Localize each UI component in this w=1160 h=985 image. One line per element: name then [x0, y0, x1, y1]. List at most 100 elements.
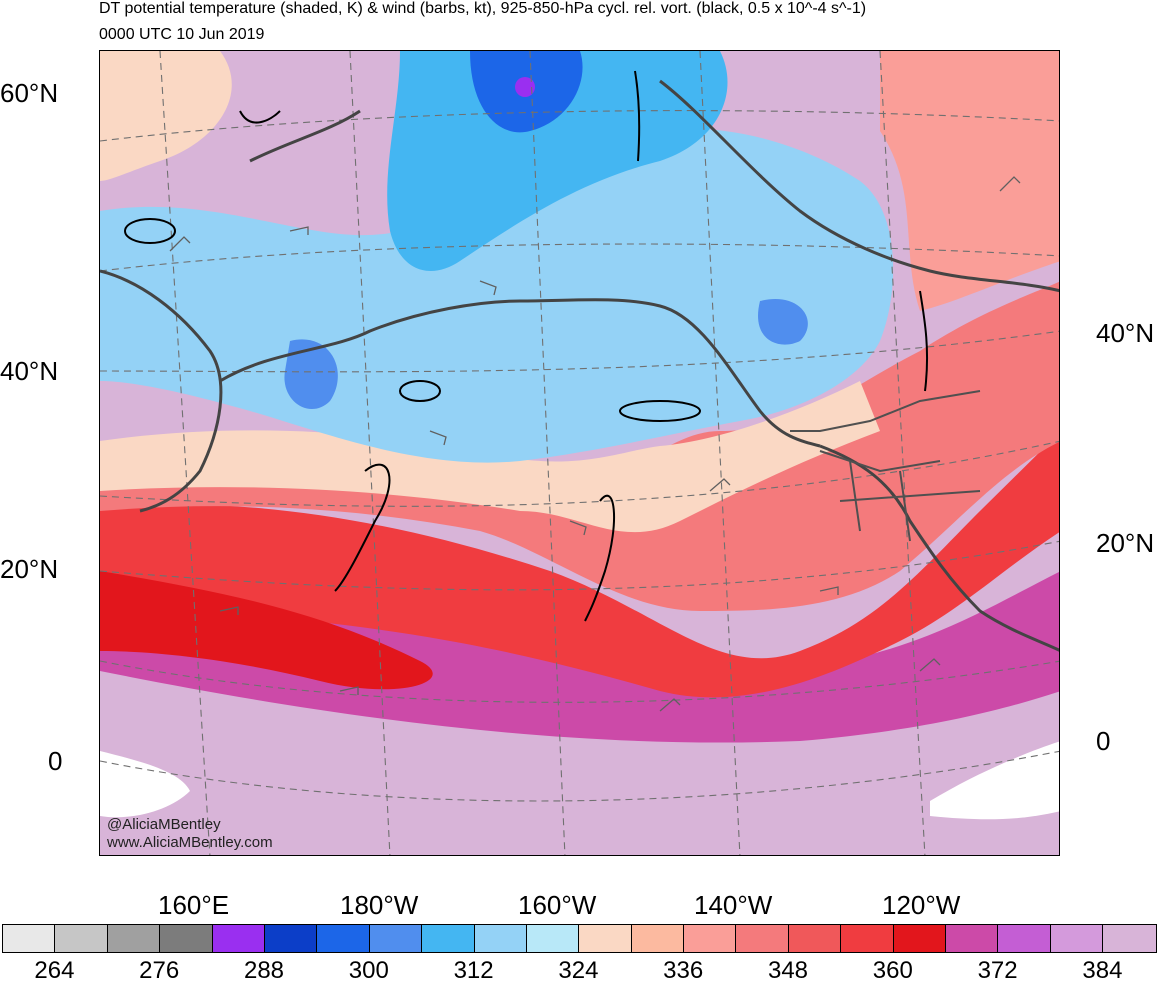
colorbar-swatch: [579, 925, 632, 952]
field-salmon-band: [100, 281, 1059, 611]
wind-barb-10: [479, 280, 497, 296]
colorbar-swatch: [1103, 925, 1156, 952]
wind-barb-5: [709, 478, 731, 492]
lat-label-left-60n: 60°N: [0, 78, 59, 108]
field-blue-pool-2: [758, 299, 808, 345]
colorbar-swatch: [684, 925, 737, 952]
lon-label-120w: 120°W: [882, 890, 961, 920]
vorticity-contours: [124, 70, 929, 622]
colorbar-swatch: [264, 925, 318, 952]
colorbar-tick-label: 348: [767, 957, 809, 984]
coastline-alaska-aleutians: [219, 298, 821, 448]
lat-label-right-40n: 40°N: [1096, 318, 1155, 348]
vort-contour-4: [634, 70, 641, 162]
wind-barb-12: [919, 658, 941, 672]
wind-barb-8: [339, 686, 359, 695]
graticule-parallel-40: [100, 330, 1059, 373]
colorbar-tick-label: 288: [243, 957, 285, 984]
colorbar-swatch: [474, 925, 527, 952]
field-blue-pool: [284, 339, 338, 410]
colorbar-swatch: [317, 925, 370, 952]
border-us-states: [819, 450, 981, 542]
graticule-meridian-160w: [529, 51, 566, 855]
colorbar-swatch: [526, 925, 580, 952]
lon-label-180w: 180°W: [340, 890, 419, 920]
colorbar-swatch: [160, 925, 213, 952]
colorbar-swatch: [736, 925, 789, 952]
chart-title: DT potential temperature (shaded, K) & w…: [99, 0, 867, 17]
colorbar-swatch: [631, 925, 685, 952]
field-mid-blue: [387, 51, 728, 271]
valid-time-label: 0000 UTC 10 Jun 2019: [99, 26, 265, 43]
wind-barb-4: [569, 520, 587, 536]
graticule-parallel-30: [100, 440, 1059, 507]
vort-contour-2: [584, 494, 615, 622]
coastlines: [100, 79, 1059, 652]
wind-barb-3: [429, 430, 447, 446]
colorbar-tick-label: 264: [34, 957, 75, 984]
colorbar-tick-label: 324: [558, 957, 599, 984]
colorbar-tick-label: 360: [872, 957, 913, 984]
wind-barb-1: [169, 236, 191, 252]
wind-barb-7: [999, 176, 1021, 192]
colorbar-swatch: [946, 925, 999, 952]
vort-contour-7: [619, 400, 701, 422]
lat-label-left-40n: 40°N: [0, 356, 59, 386]
field-darkred-patches: [100, 571, 433, 690]
colorbar-tick-label: 372: [977, 957, 1018, 984]
colorbar-swatch: [422, 925, 475, 952]
coastline-islands: [249, 109, 361, 163]
graticule-meridian-160e: [159, 51, 211, 855]
graticule-parallel-50: [100, 243, 1059, 272]
colorbar-swatch: [841, 925, 894, 952]
wind-barb-11: [219, 606, 239, 615]
colorbar-swatch: [893, 925, 947, 952]
graticule-meridian-180: [349, 51, 391, 855]
colorbar: [2, 924, 1157, 953]
graticule: [100, 51, 1059, 855]
lon-label-160w: 160°W: [518, 890, 597, 920]
colorbar-swatch: [55, 925, 108, 952]
graticule-parallel-0: [100, 750, 1059, 802]
field-salmon-topright: [880, 51, 1059, 311]
field-red-band: [100, 432, 1059, 698]
colorbar-swatch: [998, 925, 1051, 952]
colorbar-swatch: [788, 925, 842, 952]
field-white-patch-right: [930, 741, 1059, 820]
colorbar-tick-label: 384: [1082, 957, 1123, 984]
field-peach-topleft: [100, 51, 232, 181]
border-us-canada: [790, 390, 981, 432]
vort-contour-8: [124, 218, 176, 244]
graticule-meridian-140w: [699, 51, 741, 855]
colorbar-swatch: [369, 925, 423, 952]
lat-label-right-20n: 20°N: [1096, 528, 1155, 558]
vort-contour-6: [399, 380, 441, 402]
lat-label-left-20n: 20°N: [0, 554, 59, 584]
graticule-parallel-20: [100, 540, 1059, 591]
vort-contour-3: [919, 290, 929, 392]
wind-barb-2: [289, 226, 309, 235]
map-canvas: [100, 51, 1059, 855]
wind-barb-9: [659, 698, 681, 712]
wind-barbs: [169, 176, 1021, 712]
colorbar-tick-label: 312: [453, 957, 494, 984]
colorbar-tick-label: 276: [139, 957, 180, 984]
borders: [790, 390, 981, 542]
field-lilac-band: [100, 671, 1059, 855]
colorbar-swatch: [107, 925, 161, 952]
graticule-parallel-60: [100, 110, 1059, 142]
colorbar-swatch: [1050, 925, 1104, 952]
vort-contour-1: [334, 463, 391, 592]
lon-label-160e: 160°E: [158, 890, 230, 920]
credit-site: www.AliciaMBentley.com: [107, 834, 273, 851]
colorbar-tick-label: 336: [663, 957, 704, 984]
field-purple-center: [515, 77, 535, 97]
lat-label-left-0: 0: [48, 746, 63, 776]
graticule-parallel-10: [100, 660, 1059, 703]
lat-label-right-0: 0: [1096, 726, 1111, 756]
lon-label-140w: 140°W: [694, 890, 773, 920]
graticule-meridian-120w: [879, 51, 926, 855]
credit-handle: @AliciaMBentley: [107, 816, 221, 833]
coastline-north-america-west: [819, 444, 1059, 652]
vort-contour-5: [239, 110, 281, 124]
